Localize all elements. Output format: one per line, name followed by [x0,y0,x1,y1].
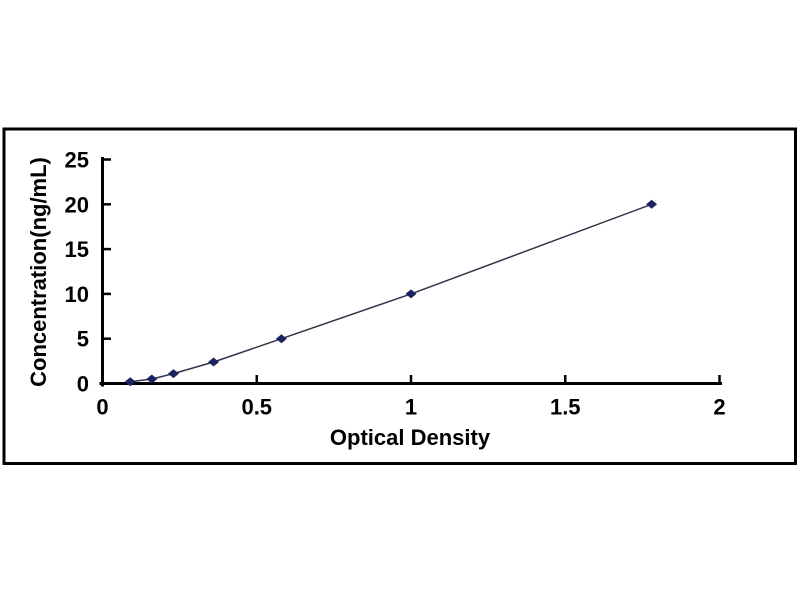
y-axis-tick-label: 10 [65,282,89,307]
y-axis-tick-label: 25 [65,148,89,173]
data-point-marker [646,199,658,209]
data-point-marker [146,374,158,384]
y-axis-tick-label: 15 [65,237,89,262]
data-point-marker [124,377,136,387]
data-series [124,199,658,387]
data-point-marker [275,334,287,344]
y-axis-title: Concentration(ng/mL) [26,157,51,387]
y-axis-tick-label: 5 [77,327,89,352]
data-point-marker [167,369,179,379]
x-axis-tick-label: 0 [96,395,108,420]
x-axis-tick-label: 1 [405,395,417,420]
data-point-marker [405,289,417,299]
y-axis-tick-label: 20 [65,192,89,217]
chart-border-frame [2,127,797,465]
x-axis-tick-label: 1.5 [550,395,581,420]
data-point-marker [208,357,220,367]
y-axis-tick-label: 0 [77,372,89,397]
x-axis-title: Optical Density [330,425,491,450]
x-axis-tick-label: 2 [713,395,725,420]
x-axis-tick-label: 0.5 [241,395,272,420]
